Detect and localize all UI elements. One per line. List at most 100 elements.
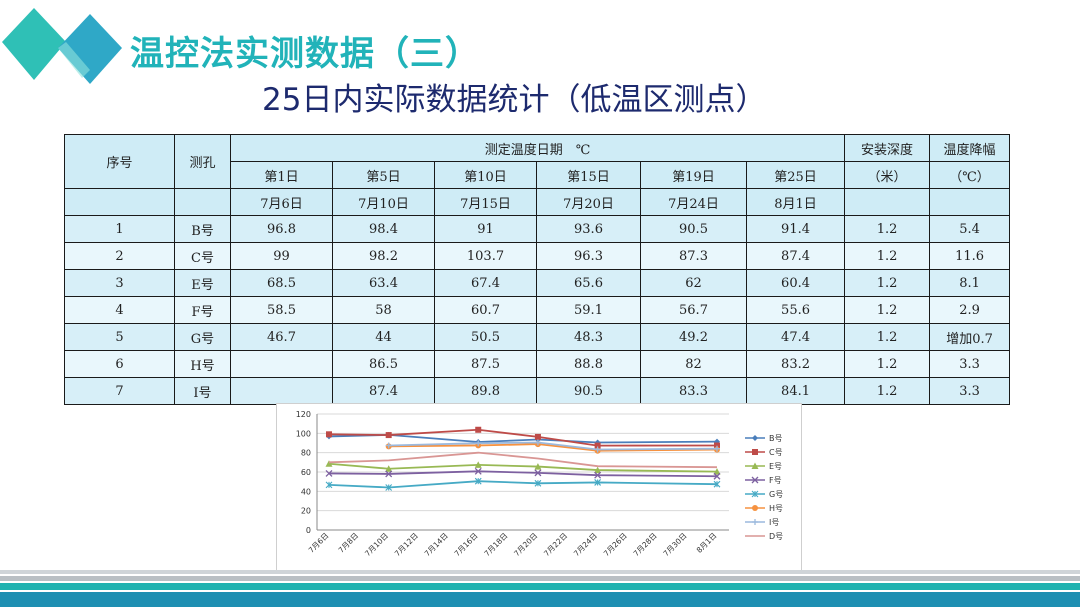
- row-hole-cell: C号: [174, 242, 231, 270]
- legend-label: C号: [769, 448, 783, 457]
- data-point: [325, 460, 333, 467]
- y-tick-label: 20: [301, 507, 311, 516]
- data-point: [385, 442, 392, 449]
- series-line: [328, 470, 718, 478]
- table-row: 7 I号 87.4 89.8 90.5 83.3 84.1 1.2 3.3: [64, 377, 1011, 405]
- header-temperature-group: 测定温度日期 ℃: [229, 134, 846, 162]
- x-tick-label: 7月24日: [572, 531, 599, 558]
- header-empty-cell: [174, 188, 231, 216]
- table-row: 1 B号 96.8 98.4 91 93.6 90.5 91.4 1.2 5.4: [64, 215, 1011, 243]
- header-day: 第25日: [745, 161, 846, 189]
- depth-cell: 1.2: [844, 215, 931, 243]
- data-point: [713, 480, 721, 488]
- row-seq-cell: 3: [64, 269, 175, 297]
- header-drop: 温度降幅: [929, 134, 1011, 162]
- temp-day19-cell: 56.7: [640, 296, 747, 324]
- header-empty-cell: [64, 188, 175, 216]
- x-tick-label: 7月10日: [363, 531, 390, 558]
- data-point: [714, 442, 720, 449]
- drop-cell: 增加0.7: [929, 323, 1011, 351]
- header-day: 第10日: [434, 161, 537, 189]
- y-tick-label: 100: [296, 429, 311, 438]
- x-tick-label: 7月22日: [542, 531, 569, 558]
- data-point: [325, 469, 333, 477]
- temp-day1-cell: 96.8: [230, 215, 333, 243]
- data-point: [594, 442, 601, 449]
- page-title: 温控法实测数据（三）: [130, 34, 480, 74]
- data-point: [326, 431, 332, 438]
- row-seq-cell: 7: [64, 377, 175, 405]
- x-tick-label: 8月1日: [695, 531, 719, 555]
- header-date: 7月6日: [230, 188, 333, 216]
- row-hole-cell: F号: [174, 296, 231, 324]
- drop-cell: 11.6: [929, 242, 1011, 270]
- temp-day15-cell: 48.3: [536, 323, 641, 351]
- temp-day15-cell: 96.3: [536, 242, 641, 270]
- data-point: [751, 462, 759, 469]
- diamond-logo-icon: [2, 8, 122, 84]
- data-point: [713, 468, 721, 475]
- header-day: 第19日: [640, 161, 747, 189]
- legend-label: H号: [769, 504, 783, 513]
- header-empty-cell: [929, 188, 1011, 216]
- temperature-data-table: 序号 测孔 测定温度日期 ℃ 安装深度 温度降幅 第1日 第5日 第10日 第1…: [64, 134, 1011, 405]
- legend-label: G号: [769, 490, 783, 499]
- data-point: [475, 440, 482, 447]
- header-date: 7月10日: [332, 188, 435, 216]
- temp-day15-cell: 88.8: [536, 350, 641, 378]
- row-seq-cell: 5: [64, 323, 175, 351]
- row-seq-cell: 1: [64, 215, 175, 243]
- x-tick-label: 7月14日: [423, 531, 450, 558]
- depth-cell: 1.2: [844, 323, 931, 351]
- data-point: [474, 461, 482, 468]
- temp-day1-cell: [230, 377, 333, 405]
- header-date: 7月20日: [536, 188, 641, 216]
- data-point: [751, 476, 759, 484]
- temp-day25-cell: 47.4: [745, 323, 846, 351]
- temp-day25-cell: 60.4: [745, 269, 846, 297]
- y-tick-label: 120: [296, 410, 311, 419]
- series-line: [328, 428, 718, 447]
- depth-cell: 1.2: [844, 377, 931, 405]
- row-hole-cell: E号: [174, 269, 231, 297]
- legend-label: E号: [769, 462, 782, 471]
- data-point: [534, 433, 541, 440]
- data-point: [385, 470, 393, 478]
- data-point: [752, 435, 758, 441]
- data-point: [594, 479, 602, 486]
- drop-cell: 3.3: [929, 377, 1011, 405]
- y-tick-label: 40: [301, 487, 311, 496]
- temp-day5-cell: 63.4: [332, 269, 435, 297]
- footer-stripes: [0, 570, 1080, 607]
- data-point: [475, 426, 482, 433]
- data-point: [534, 479, 542, 487]
- drop-cell: 5.4: [929, 215, 1011, 243]
- temp-day5-cell: 86.5: [332, 350, 435, 378]
- data-point: [534, 439, 541, 446]
- header-seq: 序号: [64, 134, 175, 189]
- x-tick-label: 7月18日: [482, 531, 509, 558]
- legend-label: I号: [769, 518, 779, 527]
- depth-cell: 1.2: [844, 242, 931, 270]
- series-line: [328, 462, 718, 473]
- y-tick-label: 60: [301, 468, 311, 477]
- data-point: [474, 467, 482, 475]
- data-point: [594, 446, 601, 453]
- row-hole-cell: B号: [174, 215, 231, 243]
- x-tick-label: 7月8日: [337, 531, 361, 555]
- depth-cell: 1.2: [844, 296, 931, 324]
- temp-day25-cell: 84.1: [745, 377, 846, 405]
- x-tick-label: 7月12日: [393, 531, 420, 558]
- header-day: 第1日: [230, 161, 333, 189]
- data-point: [714, 445, 720, 452]
- header-date: 7月24日: [640, 188, 747, 216]
- series-line: [328, 480, 718, 489]
- table-row: 6 H号 86.5 87.5 88.8 82 83.2 1.2 3.3: [64, 350, 1011, 378]
- x-tick-label: 7月16日: [453, 531, 480, 558]
- header-date: 7月15日: [434, 188, 537, 216]
- header-hole: 测孔: [174, 134, 231, 189]
- temp-day5-cell: 44: [332, 323, 435, 351]
- temp-day1-cell: 46.7: [230, 323, 333, 351]
- temp-day19-cell: 82: [640, 350, 747, 378]
- table-row: 3 E号 68.5 63.4 67.4 65.6 62 60.4 1.2 8.1: [64, 269, 1011, 297]
